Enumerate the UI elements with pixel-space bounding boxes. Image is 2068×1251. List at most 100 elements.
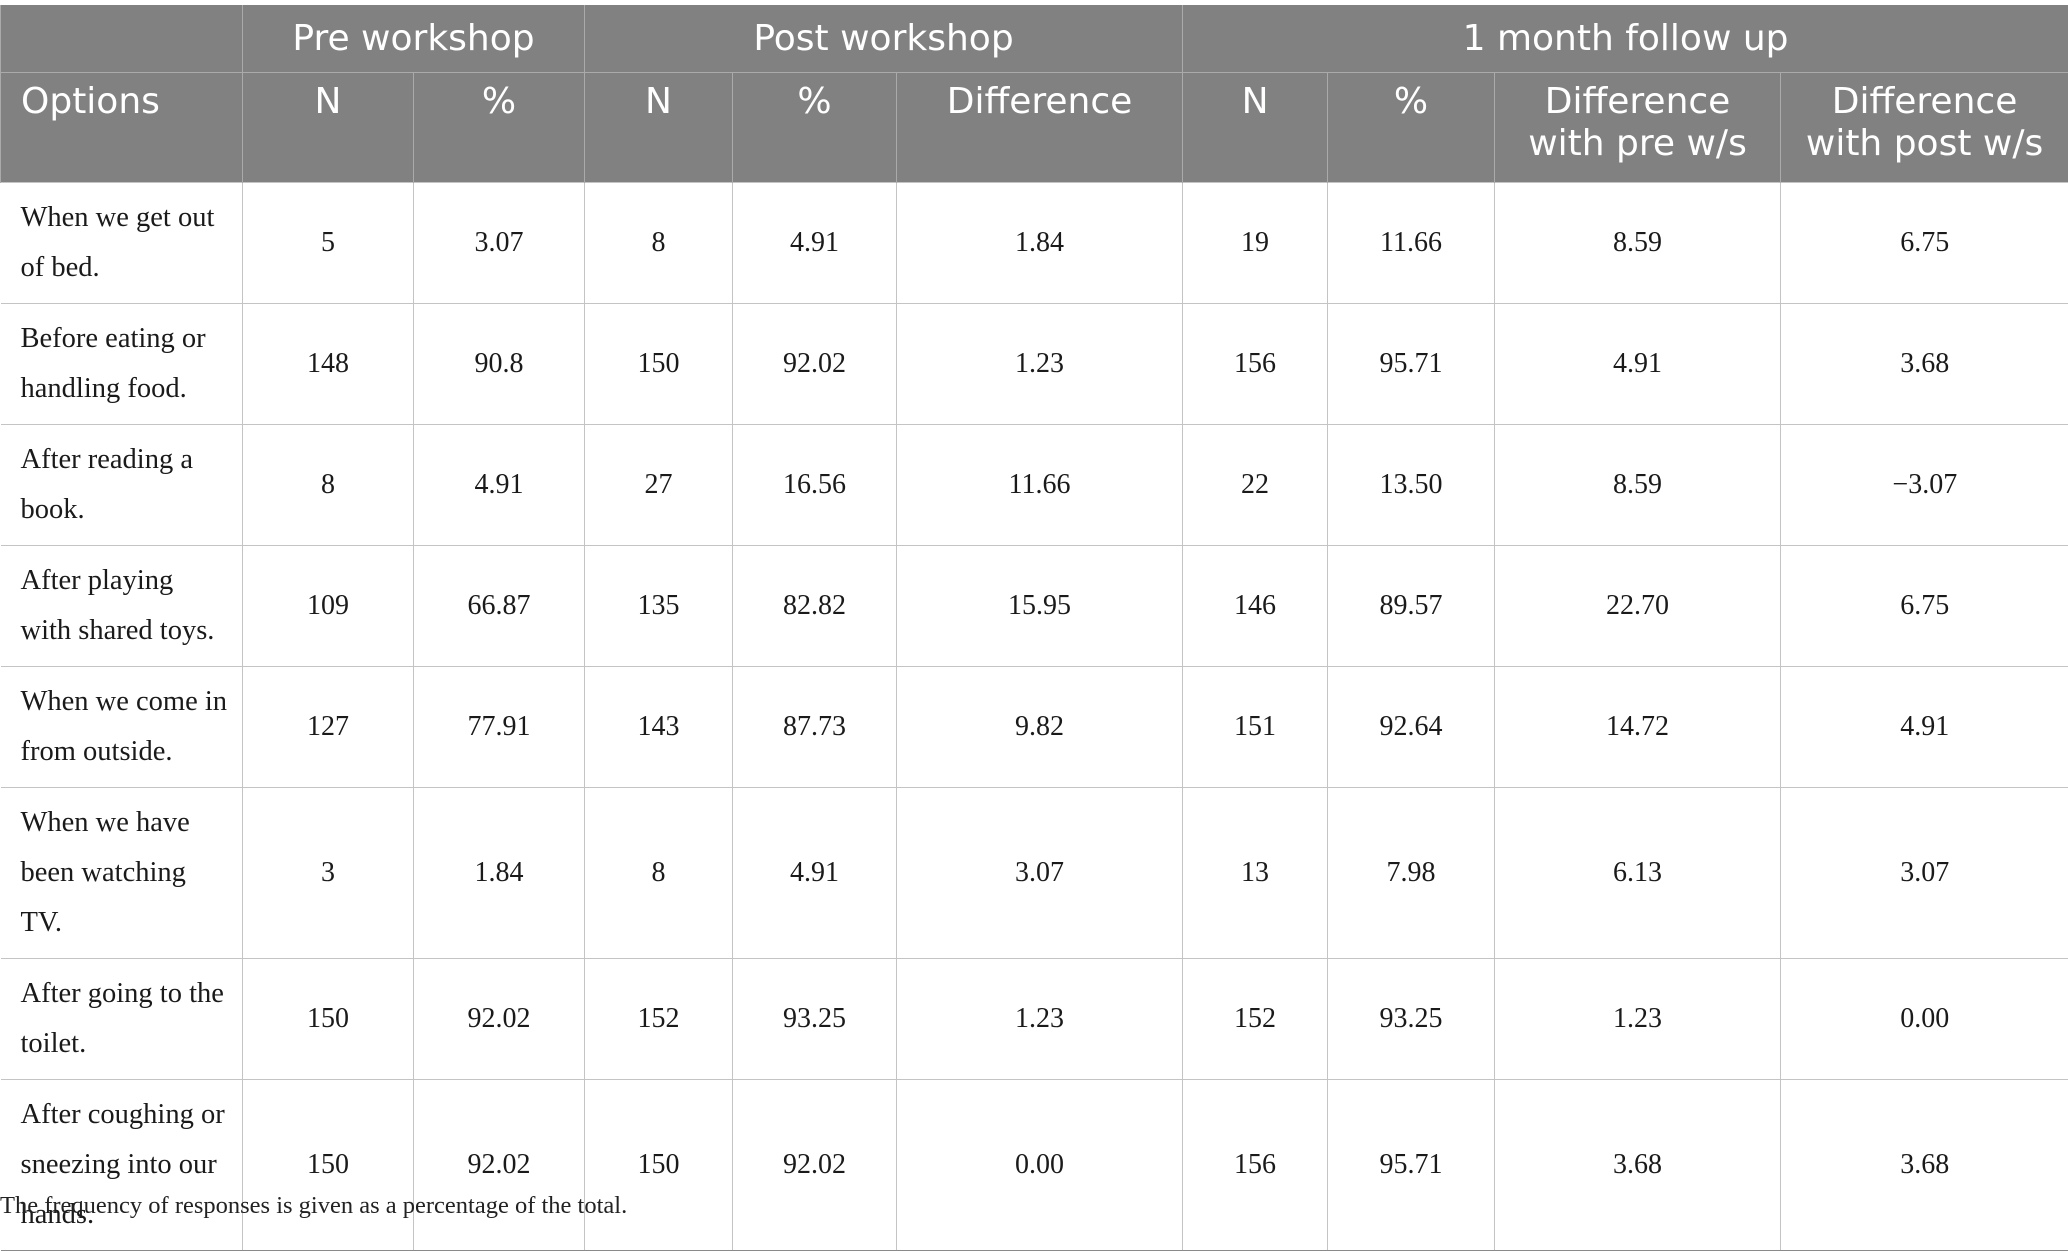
table-row: After reading a book. 8 4.91 27 16.56 11…	[1, 425, 2068, 546]
cell-fu-diff-post: 3.68	[1781, 304, 2068, 425]
col-header-fu-diff-pre: Difference with pre w/s	[1495, 73, 1781, 183]
cell-pre-pct: 92.02	[414, 1080, 585, 1251]
cell-pre-pct: 66.87	[414, 546, 585, 667]
group-header-followup: 1 month follow up	[1183, 5, 2068, 73]
cell-post-pct: 92.02	[733, 304, 897, 425]
cell-fu-diff-pre: 3.68	[1495, 1080, 1781, 1251]
cell-fu-pct: 11.66	[1328, 183, 1495, 304]
cell-fu-pct: 93.25	[1328, 959, 1495, 1080]
cell-fu-pct: 92.64	[1328, 667, 1495, 788]
cell-pre-pct: 3.07	[414, 183, 585, 304]
cell-fu-n: 156	[1183, 1080, 1328, 1251]
table-row: After playing with shared toys. 109 66.8…	[1, 546, 2068, 667]
cell-post-n: 27	[585, 425, 733, 546]
cell-fu-n: 151	[1183, 667, 1328, 788]
cell-fu-diff-post: 3.68	[1781, 1080, 2068, 1251]
table-row: Before eating or handling food. 148 90.8…	[1, 304, 2068, 425]
col-header-fu-n: N	[1183, 73, 1328, 183]
cell-post-n: 152	[585, 959, 733, 1080]
cell-fu-n: 152	[1183, 959, 1328, 1080]
cell-fu-pct: 95.71	[1328, 304, 1495, 425]
cell-fu-diff-pre: 8.59	[1495, 425, 1781, 546]
cell-post-diff: 1.23	[897, 304, 1183, 425]
cell-option: After reading a book.	[1, 425, 243, 546]
cell-post-diff: 15.95	[897, 546, 1183, 667]
col-header-post-n: N	[585, 73, 733, 183]
cell-fu-diff-post: −3.07	[1781, 425, 2068, 546]
col-header-fu-diff-post: Difference with post w/s	[1781, 73, 2068, 183]
col-header-post-pct: %	[733, 73, 897, 183]
cell-post-n: 8	[585, 788, 733, 959]
group-header-pre: Pre workshop	[243, 5, 585, 73]
table-body: When we get out of bed. 5 3.07 8 4.91 1.…	[1, 183, 2068, 1251]
results-table: Pre workshop Post workshop 1 month follo…	[0, 5, 2068, 1251]
cell-post-pct: 82.82	[733, 546, 897, 667]
col-header-pre-pct: %	[414, 73, 585, 183]
cell-fu-diff-pre: 22.70	[1495, 546, 1781, 667]
cell-pre-n: 3	[243, 788, 414, 959]
cell-post-diff: 9.82	[897, 667, 1183, 788]
cell-option: After playing with shared toys.	[1, 546, 243, 667]
col-header-pre-n: N	[243, 73, 414, 183]
cell-fu-diff-post: 6.75	[1781, 546, 2068, 667]
cell-post-diff: 3.07	[897, 788, 1183, 959]
cell-post-n: 135	[585, 546, 733, 667]
cell-fu-diff-pre: 8.59	[1495, 183, 1781, 304]
cell-pre-pct: 1.84	[414, 788, 585, 959]
cell-fu-n: 156	[1183, 304, 1328, 425]
cell-pre-n: 5	[243, 183, 414, 304]
cell-post-pct: 4.91	[733, 788, 897, 959]
cell-fu-pct: 95.71	[1328, 1080, 1495, 1251]
cell-option: After coughing or sneezing into our hand…	[1, 1080, 243, 1251]
column-header-row: Options N % N % Difference N % Differenc…	[1, 73, 2068, 183]
group-header-row: Pre workshop Post workshop 1 month follo…	[1, 5, 2068, 73]
cell-fu-pct: 7.98	[1328, 788, 1495, 959]
cell-fu-diff-pre: 6.13	[1495, 788, 1781, 959]
cell-pre-pct: 90.8	[414, 304, 585, 425]
cell-post-pct: 93.25	[733, 959, 897, 1080]
cell-post-n: 8	[585, 183, 733, 304]
group-header-post: Post workshop	[585, 5, 1183, 73]
cell-pre-pct: 92.02	[414, 959, 585, 1080]
cell-fu-diff-pre: 4.91	[1495, 304, 1781, 425]
cell-fu-diff-post: 6.75	[1781, 183, 2068, 304]
table-row: When we have been watching TV. 3 1.84 8 …	[1, 788, 2068, 959]
cell-option: When we come in from outside.	[1, 667, 243, 788]
cell-post-pct: 87.73	[733, 667, 897, 788]
table-header: Pre workshop Post workshop 1 month follo…	[1, 5, 2068, 183]
table-row: When we get out of bed. 5 3.07 8 4.91 1.…	[1, 183, 2068, 304]
cell-pre-n: 150	[243, 1080, 414, 1251]
table-row: After going to the toilet. 150 92.02 152…	[1, 959, 2068, 1080]
cell-option: Before eating or handling food.	[1, 304, 243, 425]
table-row: When we come in from outside. 127 77.91 …	[1, 667, 2068, 788]
cell-fu-n: 19	[1183, 183, 1328, 304]
cell-option: When we get out of bed.	[1, 183, 243, 304]
cell-fu-n: 146	[1183, 546, 1328, 667]
cell-option: After going to the toilet.	[1, 959, 243, 1080]
cell-pre-pct: 4.91	[414, 425, 585, 546]
cell-fu-diff-post: 3.07	[1781, 788, 2068, 959]
cell-fu-diff-post: 4.91	[1781, 667, 2068, 788]
cell-post-n: 143	[585, 667, 733, 788]
col-header-options: Options	[1, 73, 243, 183]
col-header-post-diff: Difference	[897, 73, 1183, 183]
results-table-container: Pre workshop Post workshop 1 month follo…	[0, 5, 2068, 1251]
cell-pre-n: 8	[243, 425, 414, 546]
cell-fu-n: 13	[1183, 788, 1328, 959]
cell-fu-pct: 13.50	[1328, 425, 1495, 546]
cell-post-n: 150	[585, 1080, 733, 1251]
cell-pre-n: 150	[243, 959, 414, 1080]
cell-post-pct: 92.02	[733, 1080, 897, 1251]
cell-fu-diff-pre: 14.72	[1495, 667, 1781, 788]
cell-post-pct: 4.91	[733, 183, 897, 304]
cell-pre-n: 109	[243, 546, 414, 667]
cell-fu-pct: 89.57	[1328, 546, 1495, 667]
cell-post-diff: 1.23	[897, 959, 1183, 1080]
cell-fu-n: 22	[1183, 425, 1328, 546]
cell-post-diff: 11.66	[897, 425, 1183, 546]
cell-option: When we have been watching TV.	[1, 788, 243, 959]
cell-post-diff: 0.00	[897, 1080, 1183, 1251]
cell-post-diff: 1.84	[897, 183, 1183, 304]
cell-pre-n: 148	[243, 304, 414, 425]
cell-fu-diff-post: 0.00	[1781, 959, 2068, 1080]
